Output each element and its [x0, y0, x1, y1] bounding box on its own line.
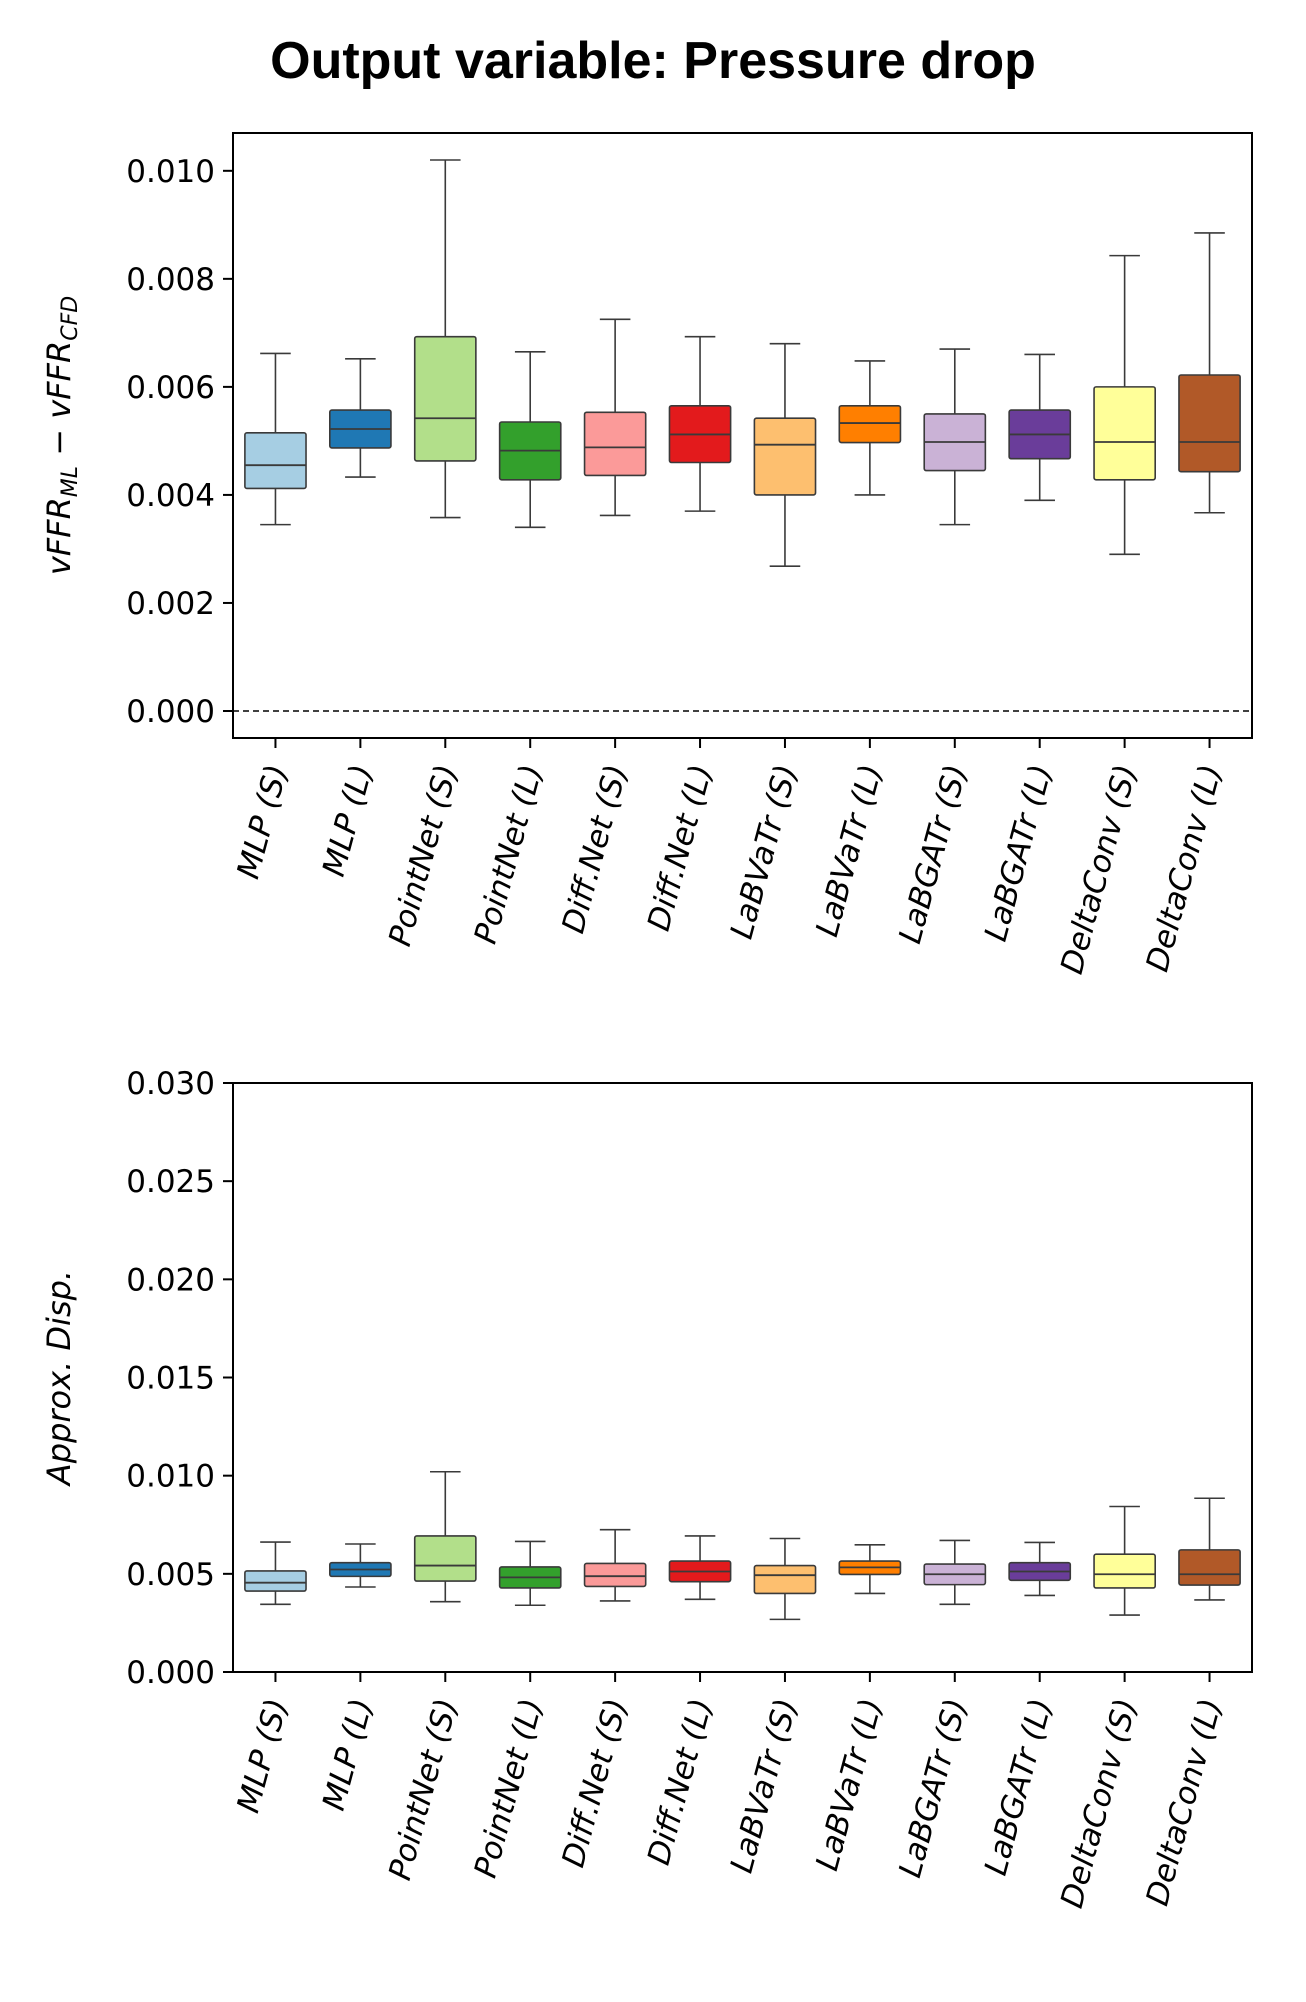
box-11	[1093, 254, 1156, 556]
box-9	[923, 348, 987, 526]
box-iqr	[413, 335, 477, 462]
box-12	[1178, 232, 1241, 514]
top-panel-pressure-drop-error: 0.000 0.002 0.004 0.006 0.008 0.010 MLP (S) MLP…	[40, 132, 1253, 978]
box-iqr	[244, 1570, 307, 1592]
x-category-label: DeltaConv (S)	[1054, 761, 1144, 978]
y-tick-label: 0.030	[126, 1066, 215, 1102]
box-iqr	[838, 404, 902, 444]
box-iqr	[1093, 1553, 1156, 1589]
x-category-label: PointNet (L)	[468, 1695, 550, 1882]
figure-title: Output variable: Pressure drop	[270, 32, 1036, 90]
bottom-panel-approx-dispersion: 0.000 0.005 0.010 0.015 0.020 0.025 0.030 MLP (…	[40, 1066, 1253, 1912]
box-iqr	[753, 1564, 817, 1595]
box-10	[1008, 1541, 1072, 1597]
x-category-label: LaBVaTr (L)	[809, 761, 889, 941]
y-tick-label: 0.002	[126, 586, 215, 622]
box-1	[244, 1541, 307, 1606]
x-category-label: PointNet (S)	[382, 1695, 465, 1884]
box-5	[583, 318, 647, 517]
box-6	[668, 1535, 732, 1601]
box-iqr	[753, 417, 817, 496]
x-category-label: LaBVaTr (L)	[809, 1695, 889, 1875]
box-4	[498, 350, 562, 529]
box-iqr	[1178, 1549, 1241, 1586]
x-category-label: LaBVaTr (S)	[724, 1695, 805, 1877]
box-12	[1178, 1497, 1241, 1601]
x-category-label: MLP (S)	[230, 1695, 295, 1817]
box-9	[923, 1539, 987, 1606]
y-tick-label: 0.008	[126, 262, 215, 298]
x-category-label: Diff.Net (L)	[641, 1695, 720, 1869]
box-iqr	[413, 1535, 477, 1582]
x-category-label: DeltaConv (S)	[1054, 1695, 1144, 1912]
x-category-label: Diff.Net (S)	[555, 1695, 635, 1871]
box-4	[498, 1540, 562, 1607]
box-iqr	[1093, 386, 1156, 481]
x-category-label: LaBVaTr (S)	[724, 761, 805, 943]
x-category-label: MLP (L)	[316, 761, 380, 880]
x-category-label: PointNet (S)	[382, 761, 465, 950]
box-11	[1093, 1505, 1156, 1616]
box-6	[668, 335, 732, 512]
y-tick-label: 0.000	[126, 1655, 215, 1691]
x-category-label: Diff.Net (S)	[555, 761, 635, 937]
box-5	[583, 1528, 647, 1602]
box-iqr	[1178, 374, 1241, 473]
y-tick-label: 0.015	[126, 1361, 215, 1397]
box-10	[1008, 353, 1072, 502]
box-7	[753, 1537, 817, 1621]
x-category-label: MLP (S)	[230, 761, 295, 883]
y-tick-label: 0.010	[126, 154, 215, 190]
x-category-label: MLP (L)	[316, 1695, 380, 1814]
x-category-label: LaBGATr (S)	[892, 1695, 974, 1882]
y-tick-label: 0.010	[126, 1459, 215, 1495]
y-axis-label: vFFRML − vFFRCFD	[40, 296, 83, 575]
y-tick-label: 0.006	[126, 370, 215, 406]
y-tick-label: 0.025	[126, 1164, 215, 1200]
box-8	[838, 1543, 902, 1595]
x-category-label: DeltaConv (L)	[1139, 761, 1229, 976]
box-8	[838, 360, 902, 496]
axes-frame	[232, 132, 1253, 739]
box-3	[413, 159, 477, 519]
box-iqr	[583, 1562, 647, 1588]
x-category-label: LaBGATr (S)	[892, 761, 974, 948]
x-category-label: DeltaConv (L)	[1139, 1695, 1229, 1910]
x-category-label: LaBGATr (L)	[978, 761, 1060, 945]
box-iqr	[583, 411, 647, 477]
box-7	[753, 342, 817, 568]
box-iqr	[244, 431, 307, 490]
x-category-label: LaBGATr (L)	[978, 1695, 1060, 1879]
box-2	[329, 357, 392, 478]
y-tick-label: 0.004	[126, 478, 215, 514]
y-tick-label: 0.000	[126, 694, 215, 730]
y-axis-label: Approx. Disp.	[40, 1270, 78, 1487]
x-category-label: PointNet (L)	[468, 761, 550, 948]
box-2	[329, 1543, 392, 1588]
x-category-label: Diff.Net (L)	[641, 761, 720, 935]
box-1	[244, 352, 307, 526]
y-tick-label: 0.005	[126, 1557, 215, 1593]
y-tick-label: 0.020	[126, 1262, 215, 1298]
box-3	[413, 1470, 477, 1603]
